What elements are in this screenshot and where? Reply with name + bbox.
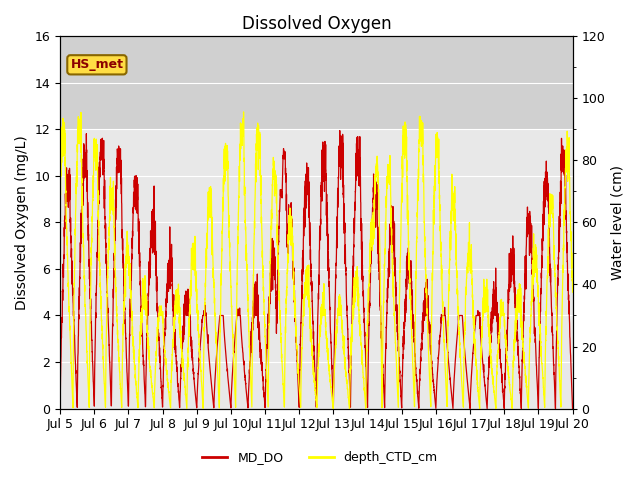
Bar — [60, 36, 573, 129]
Y-axis label: Dissolved Oxygen (mg/L): Dissolved Oxygen (mg/L) — [15, 135, 29, 310]
Text: HS_met: HS_met — [70, 58, 124, 72]
Title: Dissolved Oxygen: Dissolved Oxygen — [241, 15, 391, 33]
Bar — [60, 129, 573, 408]
Legend: MD_DO, depth_CTD_cm: MD_DO, depth_CTD_cm — [197, 446, 443, 469]
Y-axis label: Water level (cm): Water level (cm) — [611, 165, 625, 280]
